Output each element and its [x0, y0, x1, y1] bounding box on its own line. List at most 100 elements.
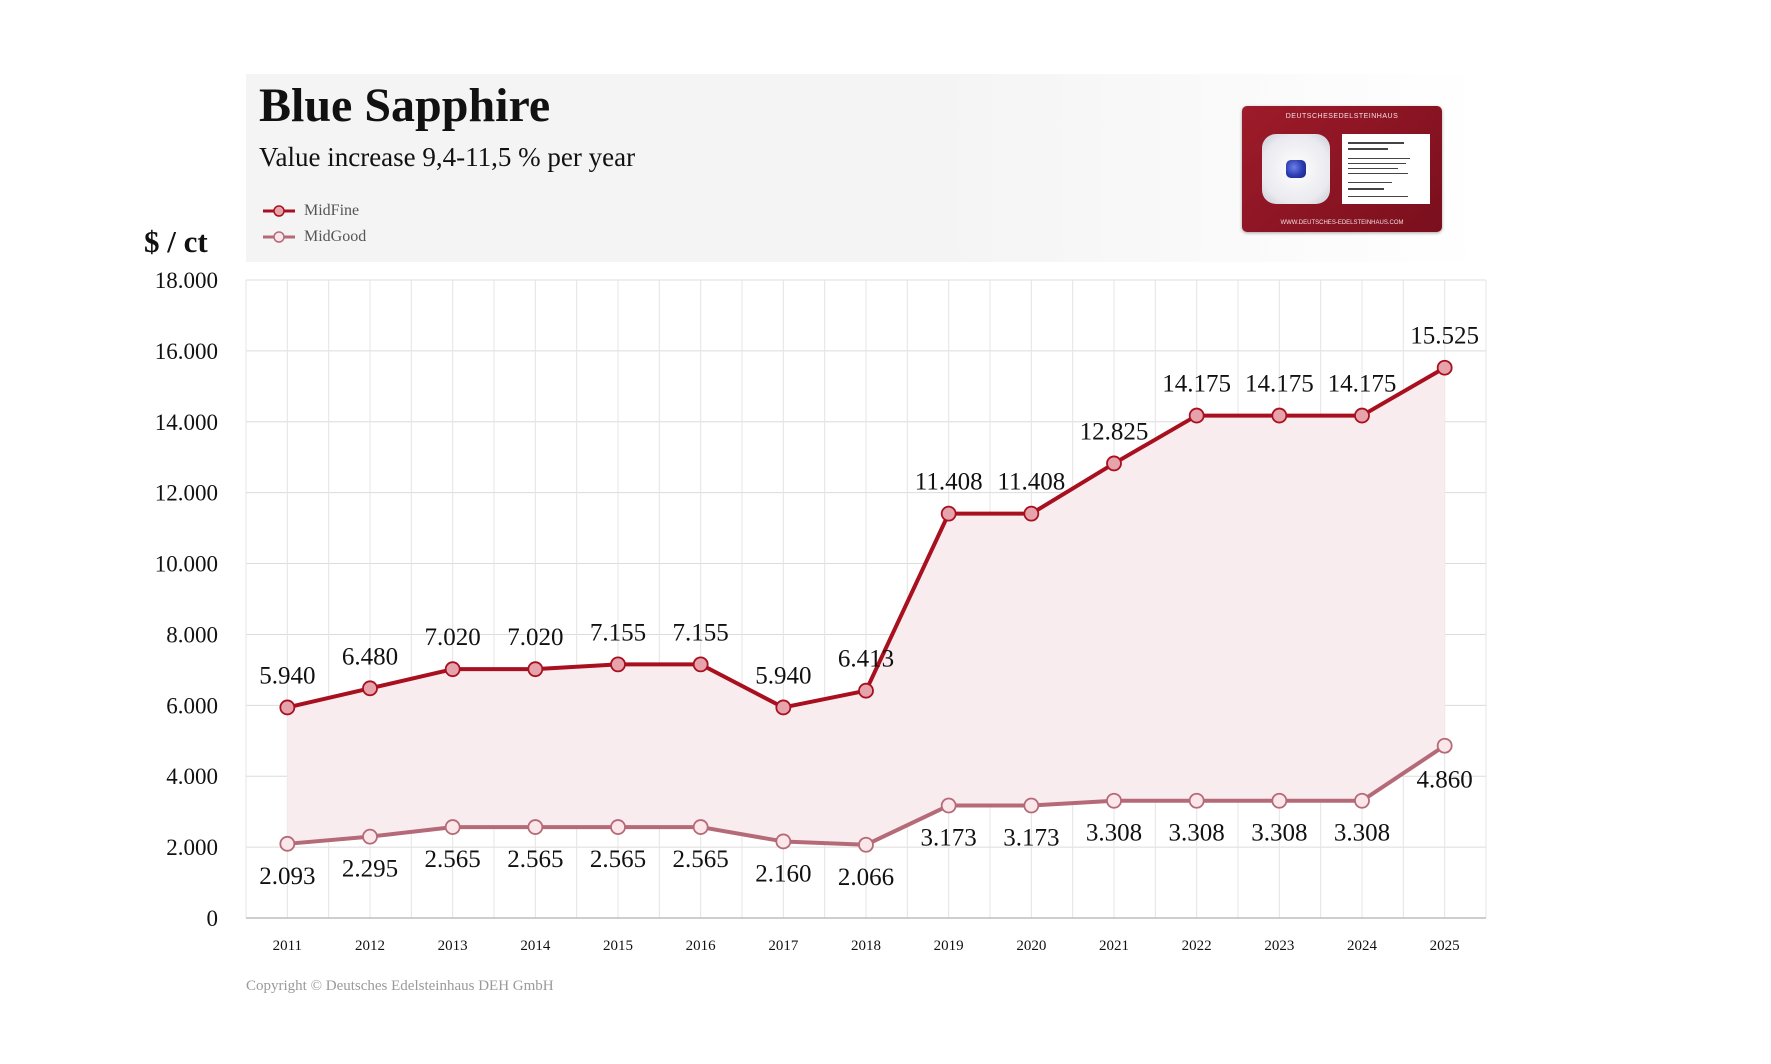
data-point-midgood [1188, 792, 1205, 809]
legend-swatch-midfine [263, 205, 295, 217]
data-label-midgood: 3.308 [1251, 820, 1307, 847]
data-label-midfine: 6.413 [838, 646, 894, 673]
data-label-midgood: 4.860 [1417, 767, 1473, 794]
data-point-midgood [940, 797, 957, 814]
y-tick-label: 6.000 [166, 693, 218, 718]
legend-label-midfine: MidFine [304, 202, 360, 219]
data-label-midgood: 2.565 [507, 846, 563, 873]
x-tick-label: 2020 [1016, 938, 1046, 954]
data-label-midgood: 2.160 [755, 860, 811, 887]
x-tick-label: 2023 [1264, 938, 1294, 954]
chart-subtitle: Value increase 9,4-11,5 % per year [259, 142, 636, 172]
data-point-midfine [775, 699, 792, 716]
data-label-midfine: 7.020 [507, 624, 563, 651]
x-tick-label: 2017 [768, 938, 799, 954]
legend-item-midfine[interactable]: MidFine [262, 198, 366, 224]
data-label-midfine: 14.175 [1245, 371, 1314, 398]
data-label-midfine: 15.525 [1410, 323, 1479, 350]
data-point-midgood [444, 819, 461, 835]
y-tick-label: 4.000 [166, 764, 218, 789]
data-label-midgood: 3.308 [1086, 820, 1142, 847]
x-tick-label: 2014 [520, 938, 551, 954]
data-label-midgood: 2.565 [425, 846, 481, 873]
x-tick-label: 2015 [603, 938, 633, 954]
x-tick-label: 2013 [438, 938, 468, 954]
data-label-midgood: 3.173 [921, 825, 977, 852]
x-tick-label: 2012 [355, 938, 385, 954]
data-label-midgood: 3.308 [1334, 820, 1390, 847]
card-gem-window [1262, 134, 1330, 204]
data-point-midfine [692, 656, 709, 673]
x-tick-label: 2016 [686, 938, 717, 954]
y-tick-label: 8.000 [166, 622, 218, 647]
y-tick-label: 14.000 [155, 410, 218, 435]
y-tick-label: 16.000 [155, 339, 218, 364]
data-label-midgood: 3.308 [1169, 820, 1225, 847]
data-label-midfine: 11.408 [997, 469, 1065, 496]
data-label-midfine: 14.175 [1328, 371, 1397, 398]
data-label-midfine: 5.940 [259, 662, 315, 689]
data-point-midgood [1354, 792, 1370, 809]
copyright-notice: Copyright © Deutsches Edelsteinhaus DEH … [246, 978, 554, 994]
data-label-midfine: 11.408 [915, 469, 983, 496]
data-point-midfine [279, 699, 296, 716]
legend-label-midgood: MidGood [304, 228, 367, 245]
y-tick-label: 0 [207, 906, 219, 931]
data-label-midgood: 3.173 [1003, 825, 1059, 852]
data-point-midfine [1354, 407, 1370, 424]
data-label-midfine: 14.175 [1162, 371, 1231, 398]
sapphire-gem-icon [1286, 160, 1306, 178]
legend-item-midgood[interactable]: MidGood [262, 224, 366, 250]
data-point-midfine [527, 661, 544, 678]
data-point-midfine [1106, 455, 1122, 472]
data-label-midfine: 12.825 [1080, 418, 1149, 445]
x-tick-label: 2022 [1182, 938, 1212, 954]
data-point-midfine [362, 680, 378, 697]
data-point-midgood [1436, 737, 1453, 754]
certificate-card-image: DEUTSCHESEDELSTEINHAUS WWW.DEUTSCHES-EDE… [1242, 106, 1442, 232]
data-label-midgood: 2.565 [673, 846, 729, 873]
chart-title: Blue Sapphire [259, 79, 551, 132]
data-label-midfine: 6.480 [342, 643, 398, 670]
data-label-midgood: 2.093 [259, 863, 315, 890]
data-point-midfine [444, 661, 461, 678]
y-tick-label: 10.000 [155, 552, 218, 577]
x-tick-label: 2024 [1347, 938, 1378, 954]
band-area [287, 367, 1445, 845]
data-point-midfine [1023, 505, 1040, 522]
x-tick-label: 2018 [851, 938, 881, 954]
data-point-midfine [610, 656, 626, 673]
data-label-midfine: 7.020 [425, 624, 481, 651]
y-tick-label: 12.000 [155, 481, 218, 506]
data-point-midgood [527, 819, 544, 835]
data-label-midgood: 2.295 [342, 856, 398, 883]
y-axis-unit: $ / ct [144, 224, 208, 259]
data-point-midfine [1436, 359, 1453, 376]
data-point-midgood [279, 835, 296, 852]
y-tick-label: 18.000 [155, 268, 218, 293]
x-tick-label: 2019 [934, 938, 964, 954]
data-point-midgood [1023, 797, 1040, 814]
data-point-midgood [692, 819, 709, 835]
card-url: WWW.DEUTSCHES-EDELSTEINHAUS.COM [1280, 220, 1404, 226]
data-point-midgood [1271, 792, 1288, 809]
data-point-midgood [610, 819, 626, 835]
data-label-midgood: 2.066 [838, 864, 894, 891]
data-label-midgood: 2.565 [590, 846, 646, 873]
data-point-midgood [775, 833, 792, 850]
data-point-midfine [858, 682, 874, 699]
card-info-label [1342, 134, 1430, 204]
x-tick-label: 2025 [1430, 938, 1460, 954]
data-point-midfine [1188, 407, 1205, 424]
data-point-midgood [1106, 792, 1122, 809]
y-tick-label: 2.000 [166, 835, 218, 860]
data-point-midfine [940, 505, 957, 522]
card-brand: DEUTSCHESEDELSTEINHAUS [1285, 113, 1399, 120]
data-label-midfine: 7.155 [673, 619, 729, 646]
legend: MidFine MidGood [262, 198, 366, 250]
data-label-midfine: 5.940 [755, 662, 811, 689]
x-tick-label: 2021 [1099, 938, 1129, 954]
x-tick-label: 2011 [273, 938, 302, 954]
legend-swatch-midgood [263, 231, 295, 243]
